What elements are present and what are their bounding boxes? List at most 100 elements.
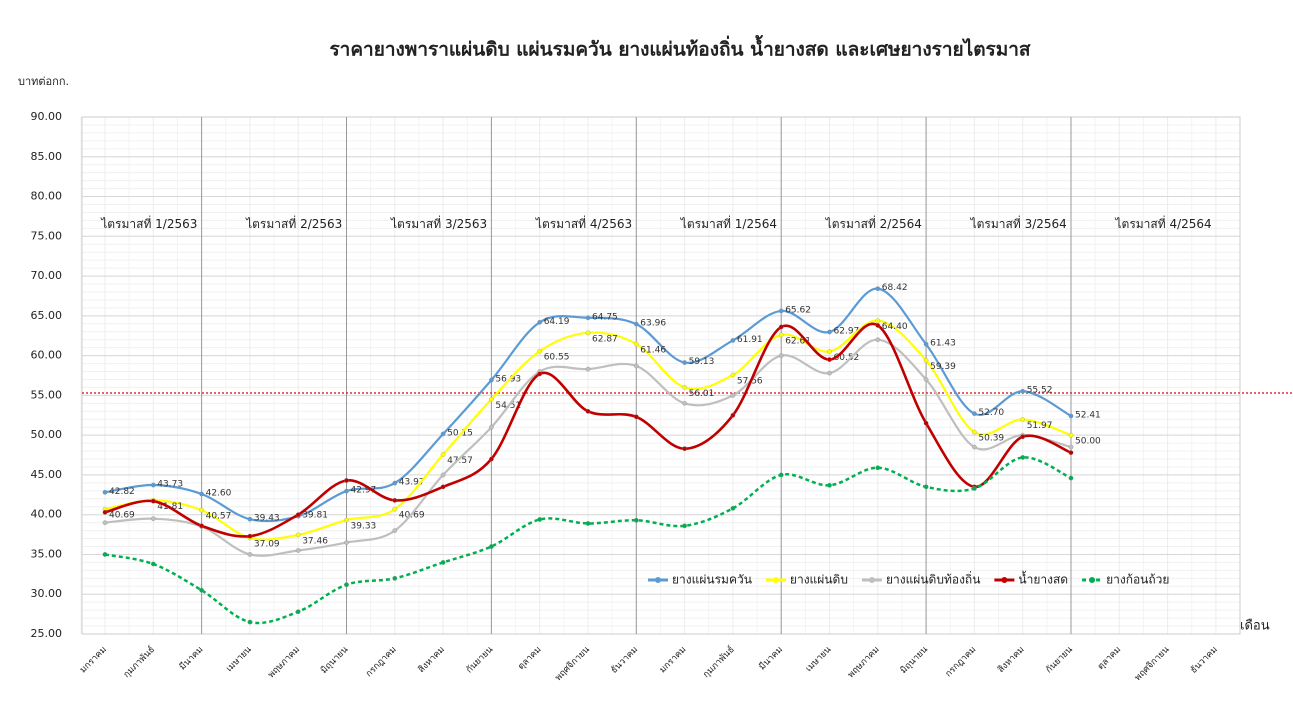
x-tick-label: มีนาคม [177, 644, 205, 672]
point [633, 414, 639, 420]
point [102, 509, 108, 515]
point [778, 332, 784, 338]
point [730, 412, 736, 418]
x-tick-label: เมษายน [224, 645, 253, 674]
legend-marker [1089, 577, 1096, 583]
value-label: 59.39 [930, 362, 956, 372]
legend-label: น้ำยางสด [1018, 571, 1068, 587]
value-label: 61.43 [930, 339, 956, 349]
x-tick-label: กุมภาพันธ์ [120, 643, 157, 680]
point [585, 366, 591, 372]
point [778, 308, 784, 314]
value-label: 61.46 [640, 346, 666, 356]
x-tick-label: กันยายน [465, 645, 496, 676]
point [1068, 444, 1074, 450]
point [682, 400, 687, 406]
value-label: 64.19 [544, 317, 570, 327]
x-tick-label: เมษายน [804, 645, 833, 674]
point [972, 429, 977, 435]
value-label: 43.73 [157, 480, 183, 490]
point [247, 619, 253, 625]
point [392, 498, 398, 503]
point [778, 353, 784, 358]
point [392, 575, 398, 581]
point [537, 319, 543, 325]
point [972, 444, 977, 450]
x-tick-label: สิงหาคม [416, 644, 447, 675]
value-label: 47.57 [447, 456, 473, 466]
value-label: 62.87 [592, 334, 618, 344]
point [682, 385, 687, 390]
y-axis-label: บาทต่อกก. [18, 75, 69, 88]
point [440, 472, 446, 478]
point [730, 372, 736, 378]
point [633, 363, 639, 369]
point [778, 324, 784, 330]
point [875, 337, 881, 343]
point [150, 482, 156, 488]
x-tick-label: พฤษภาคม [267, 645, 303, 681]
x-tick-label: ตุลาคม [1096, 645, 1123, 672]
point [489, 456, 494, 462]
point [1020, 434, 1026, 440]
legend-label: ยางแผ่นดิบ [790, 573, 848, 587]
point [827, 349, 832, 354]
value-label: 50.39 [978, 434, 1004, 444]
point [1020, 388, 1026, 394]
legend-label: ยางแผ่นรมควัน [672, 573, 752, 587]
quarter-label: ไตรมาสที่ 4/2564 [1115, 215, 1212, 231]
point [247, 533, 253, 539]
point [633, 321, 639, 327]
point [199, 491, 204, 497]
value-label: 39.43 [254, 514, 280, 524]
value-label: 52.70 [978, 408, 1004, 418]
point [875, 323, 881, 328]
point [199, 507, 204, 513]
y-tick-label: 65.00 [31, 309, 63, 322]
point [827, 357, 832, 362]
value-label: 65.62 [785, 305, 811, 315]
point [344, 517, 349, 523]
x-tick-label: มีนาคม [757, 644, 785, 672]
point [875, 318, 881, 323]
point [1068, 450, 1074, 456]
point [827, 370, 832, 376]
value-label: 60.55 [544, 353, 570, 363]
point [295, 548, 301, 553]
series-line [104, 338, 1072, 557]
value-label: 42.60 [206, 489, 232, 499]
value-label: 43.97 [399, 478, 425, 488]
point [102, 520, 108, 525]
point [1068, 432, 1074, 438]
value-label: 64.75 [592, 312, 618, 322]
point [344, 582, 349, 588]
point [199, 587, 204, 593]
value-label: 52.41 [1075, 410, 1101, 420]
x-tick-label: ธันวาคม [609, 645, 640, 676]
point [923, 341, 929, 347]
point [489, 396, 494, 402]
y-tick-label: 70.00 [31, 269, 63, 282]
point [682, 360, 687, 365]
quarter-label: ไตรมาสที่ 3/2564 [970, 215, 1067, 231]
quarter-label: ไตรมาสที่ 4/2563 [535, 215, 632, 231]
point [150, 498, 156, 504]
x-tick-label: กรกฎาคม [364, 645, 399, 680]
value-label: 62.97 [834, 326, 860, 336]
quarter-label: ไตรมาสที่ 1/2563 [100, 215, 197, 231]
point [923, 358, 929, 363]
point [247, 516, 253, 522]
value-label: 40.57 [206, 512, 232, 522]
point [537, 348, 543, 354]
value-label: 59.13 [689, 357, 715, 367]
point [150, 561, 156, 567]
point [440, 452, 446, 457]
point [1020, 455, 1026, 460]
y-tick-label: 60.00 [31, 349, 63, 362]
value-label: 56.01 [689, 389, 715, 399]
point [392, 480, 398, 486]
point [102, 552, 108, 557]
point [875, 465, 881, 471]
x-tick-label: พฤศจิกายน [553, 644, 592, 683]
